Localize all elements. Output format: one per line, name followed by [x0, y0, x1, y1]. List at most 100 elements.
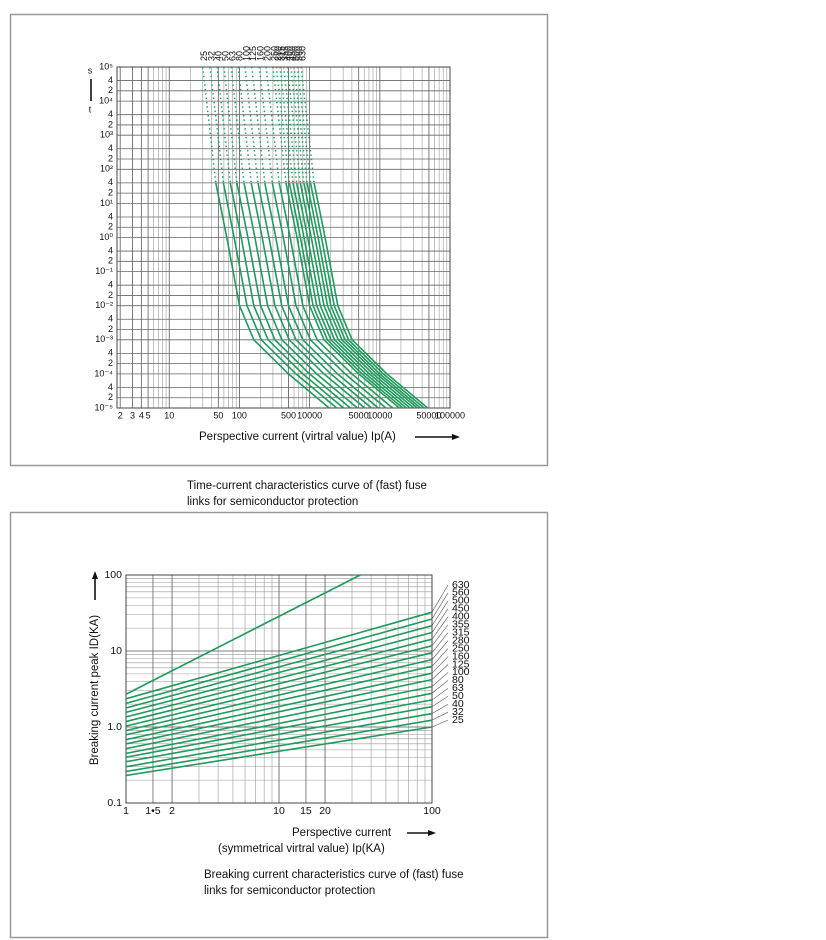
prearc-line — [202, 66, 217, 183]
curve — [309, 182, 425, 409]
series-label: 400 — [284, 46, 294, 61]
x-tick-label: 4 — [139, 410, 144, 420]
series-label: 500 — [452, 595, 470, 607]
series-label: 500 — [290, 46, 300, 61]
x-tick-label: 5000 — [349, 410, 369, 420]
prearc-line — [286, 66, 302, 183]
series-label: 32 — [206, 51, 216, 61]
series-label: 80 — [452, 674, 464, 686]
axis-arrow-head — [452, 434, 460, 440]
caption: Breaking current characteristics curve o… — [204, 869, 464, 881]
series-label: 315 — [452, 626, 470, 638]
curve — [125, 645, 433, 723]
series-label: 630 — [452, 579, 470, 591]
y-tick-label: 4 — [108, 75, 113, 85]
leader-line — [431, 680, 449, 694]
curve — [236, 182, 351, 409]
caption: links for semiconductor protection — [187, 496, 358, 508]
y-tick-label: 4 — [108, 348, 113, 358]
curve — [125, 624, 433, 709]
x-tick-label: 3 — [130, 410, 135, 420]
series-label: 80 — [235, 51, 245, 61]
y-tick-label: 10³ — [100, 130, 113, 140]
prearc-line — [265, 66, 280, 183]
y-tick-label: 4 — [108, 382, 113, 392]
curve — [125, 651, 433, 727]
x-tick-label: 15 — [300, 805, 312, 817]
y-tick-label: 100 — [104, 569, 122, 581]
y-tick-label: 10⁰ — [99, 232, 113, 242]
y-tick-label: 4 — [108, 109, 113, 119]
axis-arrow-head — [428, 830, 436, 836]
y-tick-label: 4 — [108, 211, 113, 221]
series-label: 63 — [227, 51, 237, 61]
prearc-line — [293, 66, 308, 183]
curve — [125, 719, 433, 773]
series-label: 25 — [199, 51, 209, 61]
y-tick-label: 4 — [108, 245, 113, 255]
y-tick-label: 2 — [108, 290, 113, 300]
series-label: 25 — [452, 714, 464, 726]
leader-line — [431, 688, 449, 701]
series-label: 280 — [452, 634, 470, 646]
x-tick-label: 50 — [213, 410, 223, 420]
leader-line — [431, 640, 449, 660]
y-tick-label: 2 — [108, 153, 113, 163]
y-tick-label: 2 — [108, 119, 113, 129]
x-axis-label: Perspective current (virtral value) Ip(A… — [199, 431, 396, 443]
prearc-line — [275, 66, 291, 183]
x-axis-label: Perspective current — [292, 827, 392, 839]
curve — [278, 182, 394, 409]
x-tick-label: 100 — [232, 410, 247, 420]
series-label: 355 — [280, 46, 290, 61]
x-tick-label: 10000 — [297, 410, 322, 420]
series-label: 125 — [452, 658, 470, 670]
prearc-line — [300, 66, 315, 183]
curve — [295, 182, 411, 409]
prearc-line — [290, 66, 305, 183]
prearc-line — [230, 66, 245, 183]
series-label: 160 — [256, 46, 266, 61]
x-axis-label: (symmetrical virtral value) Ip(KA) — [218, 843, 385, 855]
curve — [313, 182, 429, 409]
curve — [299, 182, 415, 409]
series-label: 200 — [263, 46, 273, 61]
series-label: 160 — [452, 650, 470, 662]
curve — [125, 726, 433, 777]
panel-frame — [9, 13, 549, 467]
curve — [271, 182, 387, 409]
x-tick-label: 2 — [169, 805, 175, 817]
y-tick-label: 2 — [108, 324, 113, 334]
panel-frame — [9, 511, 549, 939]
series-label: 100 — [241, 46, 251, 61]
y-tick-label: 4 — [108, 177, 113, 187]
series-label: 315 — [276, 46, 286, 61]
series-label: 250 — [452, 642, 470, 654]
leader-line — [431, 632, 449, 653]
leader-line — [431, 672, 449, 687]
x-tick-label: 10000 — [367, 410, 392, 420]
y-tick-label: 0.1 — [107, 797, 122, 809]
series-label: 125 — [248, 46, 258, 61]
y-tick-label: 10⁻² — [95, 300, 113, 310]
curve — [125, 638, 433, 718]
x-tick-label: 1 — [123, 805, 129, 817]
curve — [303, 182, 418, 409]
curve — [243, 182, 358, 409]
y-tick-label: 10¹ — [100, 198, 113, 208]
x-tick-label: 2 — [118, 410, 123, 420]
y-tick-label: 10⁻⁴ — [94, 368, 113, 378]
leader-line — [431, 664, 449, 680]
y-tick-label: 10⁴ — [99, 95, 113, 105]
curve — [222, 182, 338, 409]
series-label: 450 — [452, 603, 470, 615]
leader-line — [431, 592, 449, 620]
curve — [292, 182, 407, 409]
series-label: 50 — [452, 690, 464, 702]
y-axis-label: Breaking current peak ID(KA) — [89, 615, 101, 765]
curve — [264, 182, 379, 409]
x-tick-label: 100000 — [435, 410, 465, 420]
curve — [125, 574, 361, 695]
